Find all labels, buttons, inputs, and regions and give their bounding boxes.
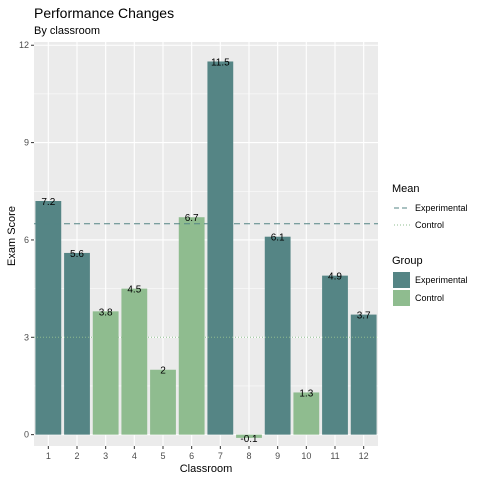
x-tick-label: 4 (132, 451, 137, 461)
bar-value-label: 1.3 (299, 388, 313, 399)
y-axis-ticks: 0 3 6 9 12 (19, 40, 34, 440)
legend-mean-experimental: Experimental (394, 203, 468, 213)
bar-value-label: -0.1 (240, 434, 258, 445)
bar-classroom-11 (322, 275, 348, 435)
x-tick-label: 9 (275, 451, 280, 461)
bar-classroom-5 (150, 369, 176, 435)
legend-mean-control-label: Control (415, 220, 444, 230)
legend-group-title: Group (392, 255, 423, 267)
y-axis-title: Exam Score (6, 206, 18, 266)
x-tick-label: 3 (103, 451, 108, 461)
x-tick-label: 11 (330, 451, 339, 461)
chart-title: Performance Changes (34, 5, 174, 21)
bar-classroom-8 (236, 434, 262, 438)
chart-subtitle: By classroom (34, 25, 100, 37)
x-tick-label: 7 (218, 451, 223, 461)
bar-classroom-7 (207, 61, 234, 435)
x-axis-title: Classroom (180, 463, 233, 475)
bar-classroom-10 (293, 392, 320, 435)
bar-value-label: 3.7 (357, 311, 371, 322)
x-tick-label: 10 (301, 451, 311, 461)
bar-value-label: 6.1 (271, 233, 285, 244)
bar-classroom-6 (178, 217, 205, 435)
bar-value-label: 11.5 (211, 57, 230, 68)
bar-classroom-3 (92, 311, 119, 435)
bar-classroom-12 (350, 314, 377, 435)
bar-classroom-2 (64, 252, 90, 435)
legend-group-experimental: Experimental (393, 272, 468, 288)
bar-value-label: 4.5 (127, 285, 141, 296)
legend: Mean Experimental Control Group Experime… (392, 183, 468, 306)
bar-value-label: 4.9 (328, 272, 342, 283)
x-tick-label: 12 (359, 451, 369, 461)
bar-classroom-4 (121, 288, 148, 435)
mean-lines (34, 223, 378, 338)
plot-panel (34, 42, 378, 446)
legend-group-control-label: Control (415, 293, 444, 303)
bar-classroom-1 (35, 201, 62, 435)
x-tick-label: 6 (189, 451, 194, 461)
legend-mean-title: Mean (392, 183, 420, 195)
y-tick-label: 0 (24, 430, 29, 440)
x-tick-label: 8 (246, 451, 251, 461)
x-axis-ticks: 1 2 3 4 5 6 7 8 9 10 11 12 (46, 446, 369, 461)
x-tick-label: 5 (160, 451, 165, 461)
y-tick-label: 12 (19, 40, 29, 50)
bar-value-label: 6.7 (185, 213, 199, 224)
bar-value-label: 7.2 (41, 197, 55, 208)
bar-value-label: 5.6 (70, 249, 84, 260)
y-tick-label: 9 (24, 138, 29, 148)
legend-swatch-experimental (393, 272, 410, 288)
bar-value-label: 3.8 (99, 307, 113, 318)
legend-mean-experimental-label: Experimental (415, 203, 468, 213)
x-tick-label: 2 (74, 451, 79, 461)
bars (35, 61, 377, 438)
legend-mean-control: Control (394, 220, 444, 230)
y-tick-label: 3 (24, 332, 29, 342)
legend-swatch-control (393, 290, 410, 306)
x-tick-label: 1 (46, 451, 51, 461)
bar-labels: 7.2 5.6 3.8 4.5 2 6.7 11.5 -0.1 6.1 1.3 4.9 3.7 (41, 57, 371, 444)
legend-group-control: Control (393, 290, 444, 306)
bar-value-label: 2 (160, 366, 166, 377)
y-tick-label: 6 (24, 235, 29, 245)
bar-classroom-9 (264, 236, 291, 435)
legend-group-experimental-label: Experimental (415, 275, 468, 285)
